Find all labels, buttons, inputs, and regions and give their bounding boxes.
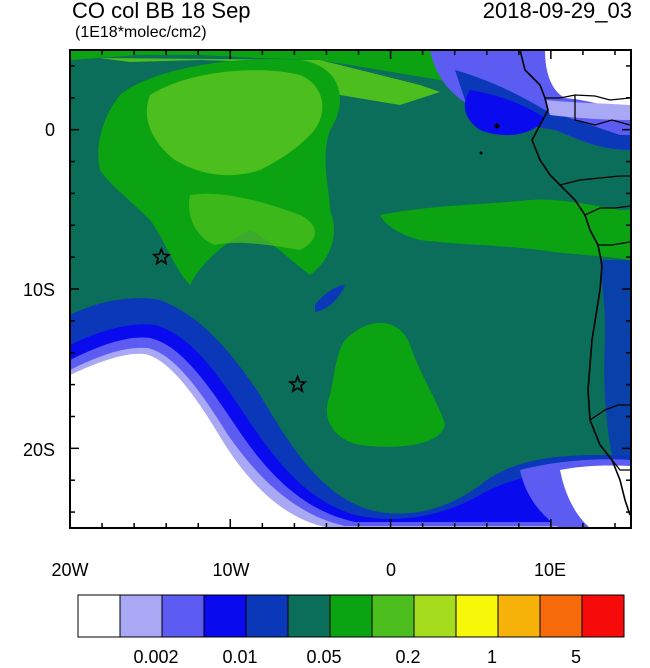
colorbar-label: 5 [570, 647, 581, 667]
co-field-plume-streaks [189, 193, 315, 250]
colorbar-swatch [329, 594, 373, 638]
lon-tick-label: 20W [51, 560, 89, 580]
co-field-north-light [100, 58, 440, 105]
co-field-southeast-clear [560, 465, 630, 528]
colorbar-swatch [497, 594, 541, 638]
island-sao-tome [494, 123, 500, 129]
colorbar-swatch [455, 594, 499, 638]
co-field-northeast-clear [545, 50, 630, 110]
colorbar-swatch [161, 594, 205, 638]
units-label: (1E18*molec/cm2) [75, 24, 207, 41]
colorbar-swatch [245, 594, 289, 638]
lon-tick-label: 10W [212, 560, 250, 580]
lat-tick-label: 0 [44, 120, 55, 140]
country-border [574, 95, 631, 126]
co-field-plume-core [146, 70, 323, 176]
co-field-southeast-blob [326, 322, 445, 447]
colorbar-swatch [203, 594, 247, 638]
country-border [611, 459, 630, 471]
colorbar-label: 0.05 [306, 647, 342, 667]
co-field-northeast-light [545, 100, 630, 120]
map-plot-area [70, 50, 631, 528]
country-border [545, 94, 631, 101]
colorbar-label: 0.2 [395, 647, 421, 667]
colorbar-label: 1 [486, 647, 497, 667]
co-field-blue-patch [315, 285, 345, 312]
coastline [519, 50, 631, 516]
colorbar-swatch [413, 594, 457, 638]
site-markers [151, 246, 308, 393]
co-field-east-band [380, 199, 630, 260]
colorbar [77, 594, 625, 638]
lat-tick-label: 10S [22, 280, 55, 300]
colorbar-label: 0.01 [222, 647, 258, 667]
co-field-northeast-core [464, 90, 545, 136]
colorbar-swatch [77, 594, 121, 638]
country-border [589, 404, 630, 421]
co-field-east-coast-strip [600, 260, 630, 455]
map-timestamp: 2018-09-29_03 [482, 0, 632, 23]
star-marker-2 [287, 374, 308, 393]
colorbar-swatch [371, 594, 415, 638]
colorbar-swatch [287, 594, 331, 638]
colorbar-swatch [581, 594, 625, 638]
country-border [598, 241, 631, 246]
axis-ticks [69, 50, 631, 528]
co-field-northeast-edge [455, 70, 630, 150]
colorbar-swatch [539, 594, 583, 638]
colorbar-label: 0.002 [133, 647, 179, 667]
map-title: CO col BB 18 Sep [72, 0, 251, 23]
country-border [559, 175, 630, 186]
lon-tick-label: 0 [385, 560, 396, 580]
lat-tick-label: 20S [22, 440, 55, 460]
colorbar-swatch [119, 594, 163, 638]
lon-tick-label: 10E [533, 560, 567, 580]
co-field-southwest-clear [70, 353, 330, 528]
country-border [584, 205, 631, 216]
island-annobon [479, 151, 483, 155]
star-marker-1 [151, 246, 172, 266]
